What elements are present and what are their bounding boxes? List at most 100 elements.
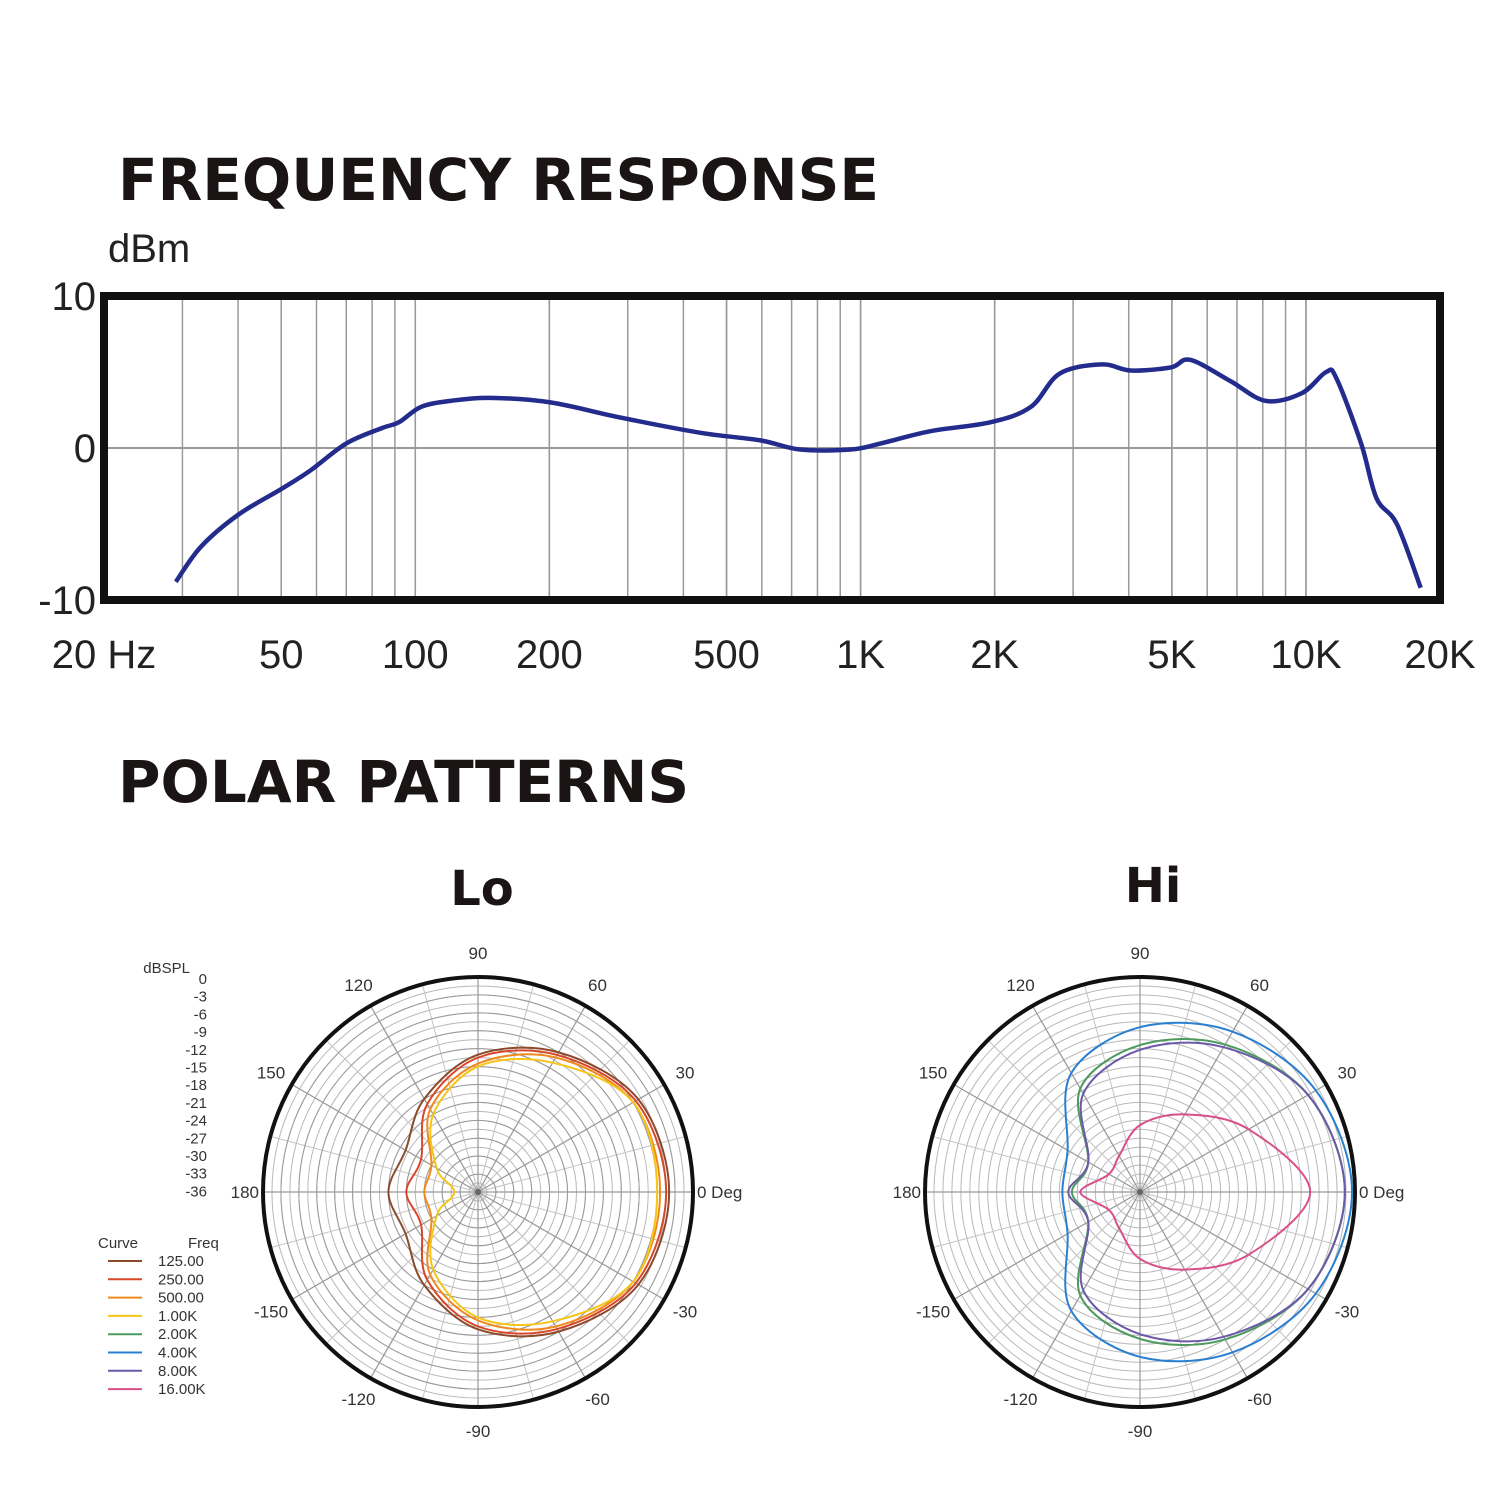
- angle-label: -150: [254, 1303, 288, 1322]
- spoke: [932, 1135, 1141, 1193]
- spoke: [1139, 984, 1197, 1193]
- x-tick-label: 20 Hz: [52, 633, 157, 677]
- angle-label: 0 Deg: [1359, 1183, 1404, 1202]
- polar-curve: [387, 1046, 671, 1338]
- polar-frame: [923, 975, 1357, 1409]
- polar-curve: [1079, 1113, 1312, 1271]
- angle-label: 180: [893, 1183, 921, 1202]
- angle-label: 60: [588, 976, 607, 995]
- legend-label: 500.00: [158, 1290, 204, 1307]
- r-grid-ring: [280, 994, 676, 1390]
- polar-curve: [1067, 1041, 1346, 1343]
- angle-label: -120: [341, 1390, 375, 1409]
- r-tick-label: -21: [185, 1095, 207, 1112]
- angle-label: -30: [1335, 1303, 1360, 1322]
- angle-label: 60: [1250, 976, 1269, 995]
- r-tick-label: -15: [185, 1060, 207, 1077]
- angle-label: 90: [469, 944, 488, 963]
- y-tick-label: 10: [52, 275, 97, 319]
- spoke: [987, 1039, 1141, 1193]
- x-tick-label: 500: [693, 633, 760, 677]
- angle-label: 30: [676, 1064, 695, 1083]
- legend-label: 16.00K: [158, 1381, 206, 1398]
- polar-curve: [429, 1058, 659, 1326]
- section-title: POLAR PATTERNS: [118, 748, 689, 816]
- response-line: [174, 357, 1423, 589]
- r-tick-label: -30: [185, 1148, 207, 1165]
- angle-label: -120: [1003, 1390, 1037, 1409]
- angle-label: -60: [1247, 1390, 1272, 1409]
- angle-label: 30: [1338, 1064, 1357, 1083]
- x-tick-label: 5K: [1147, 633, 1196, 677]
- y-tick-label: -10: [38, 579, 96, 623]
- center-dot: [1137, 1189, 1143, 1195]
- legend-label: 8.00K: [158, 1363, 197, 1380]
- angle-label: 150: [919, 1064, 947, 1083]
- polar-curve: [405, 1049, 668, 1335]
- spoke: [1139, 1191, 1348, 1249]
- r-axis-label: dBSPL: [143, 960, 190, 977]
- r-tick-label: -18: [185, 1077, 207, 1094]
- spoke: [1139, 1039, 1293, 1193]
- spoke: [1139, 1191, 1197, 1400]
- chart-title: FREQUENCY RESPONSE: [118, 146, 879, 214]
- r-grid-ring: [316, 1030, 640, 1354]
- r-tick-label: -24: [185, 1113, 207, 1130]
- r-grid-ring: [459, 1173, 497, 1211]
- r-tick-label: 0: [199, 971, 207, 988]
- spoke: [1083, 984, 1141, 1193]
- angle-label: -150: [916, 1303, 950, 1322]
- r-tick-label: -12: [185, 1042, 207, 1059]
- r-tick-label: -33: [185, 1166, 207, 1183]
- spoke: [1139, 1191, 1293, 1345]
- x-tick-label: 50: [259, 633, 304, 677]
- r-tick-label: -3: [194, 989, 207, 1006]
- legend-header: Freq: [188, 1235, 219, 1252]
- chart-title: Hi: [1125, 858, 1182, 914]
- angle-label: 150: [257, 1064, 285, 1083]
- angle-label: 0 Deg: [697, 1183, 742, 1202]
- angle-label: 120: [344, 976, 372, 995]
- legend-label: 250.00: [158, 1271, 204, 1288]
- angle-label: -90: [1128, 1422, 1153, 1441]
- legend-header: Curve: [98, 1235, 138, 1252]
- angle-grid-line: [1031, 1191, 1141, 1379]
- legend-label: 4.00K: [158, 1345, 197, 1362]
- angle-grid-line: [1139, 1005, 1249, 1193]
- x-tick-label: 2K: [970, 633, 1019, 677]
- x-tick-label: 1K: [836, 633, 885, 677]
- angle-grid-line: [1139, 1191, 1249, 1379]
- legend-label: 125.00: [158, 1253, 204, 1270]
- angle-grid-line: [953, 1083, 1141, 1193]
- x-tick-label: 100: [382, 633, 449, 677]
- spoke: [932, 1191, 1141, 1249]
- legend-label: 1.00K: [158, 1308, 197, 1325]
- angle-grid-line: [1139, 1083, 1327, 1193]
- plot-frame: [100, 292, 1444, 604]
- r-tick-label: -6: [194, 1006, 207, 1023]
- polar-frame: [261, 975, 695, 1409]
- x-tick-label: 10K: [1270, 633, 1341, 677]
- spoke: [1139, 1135, 1348, 1193]
- chart-title: Lo: [450, 861, 514, 917]
- r-grid-ring: [370, 1084, 586, 1300]
- spoke: [987, 1191, 1141, 1345]
- x-tick-label: 200: [516, 633, 583, 677]
- r-tick-label: -36: [185, 1183, 207, 1200]
- r-tick-label: -27: [185, 1130, 207, 1147]
- y-axis-label: dBm: [108, 227, 190, 271]
- angle-label: 120: [1006, 976, 1034, 995]
- y-tick-label: 0: [74, 427, 96, 471]
- angle-label: 90: [1131, 944, 1150, 963]
- center-dot: [475, 1189, 481, 1195]
- angle-label: -90: [466, 1422, 491, 1441]
- spoke: [1083, 1191, 1141, 1400]
- polar-curve: [423, 1053, 662, 1331]
- angle-label: -30: [673, 1303, 698, 1322]
- angle-grid-line: [953, 1191, 1141, 1301]
- angle-grid-line: [1031, 1005, 1141, 1193]
- polar-curve: [1061, 1021, 1354, 1363]
- angle-label: -60: [585, 1390, 610, 1409]
- angle-grid-line: [1139, 1191, 1327, 1301]
